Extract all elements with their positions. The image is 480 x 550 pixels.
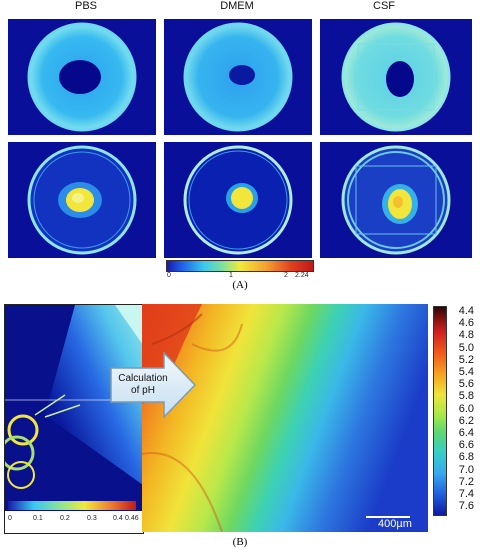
scale-bar-label: 400µm [378,518,412,530]
column-label-dmem: DMEM [220,0,254,12]
ph-scale-label: 4.8 [458,329,474,342]
inset-tick: 0.2 [60,515,70,522]
ph-scale-label: 6.2 [458,414,474,427]
ph-colorbar [433,306,447,516]
column-label-csf: CSF [373,0,395,12]
image-csf-bottom [320,142,472,258]
ph-scale-label: 5.2 [458,353,474,366]
colorbar-a-tick: 1 [229,272,233,279]
column-label-pbs: PBS [74,0,97,12]
ph-scale-label: 6.6 [458,439,474,452]
inset-tick: 0.46 [125,515,139,522]
inset-tick: 0.4 [113,515,123,522]
ph-scale-label: 5.4 [458,366,474,378]
ph-scale-label: 4.4 [458,305,474,317]
ph-scale-label: 4.6 [458,317,474,330]
inset-tick: 0 [8,515,12,522]
arrow-text-line2: of pH [131,385,155,396]
image-pbs-bottom [8,142,156,258]
ph-scale-label: 6.4 [458,427,474,439]
image-dmem-top [164,19,312,135]
ph-scale-label: 7.0 [458,463,474,476]
ph-scale-label: 6.8 [458,451,474,464]
arrow: Calculation of pH [110,351,197,419]
ph-scale-label: 5.0 [458,341,474,354]
colorbar-a-tick: 0 [167,272,171,279]
inset-image: 0 0.1 0.2 0.3 0.4 0.46 [4,304,144,534]
inset-tick: 0.3 [87,515,97,522]
figure-label-b: (B) [232,536,248,548]
arrow-text-line1: Calculation [118,373,168,384]
image-pbs-top [8,19,156,135]
colorbar-a-tick: 2.24 [295,272,309,279]
ph-map-image: 400µm [142,304,428,532]
inset-tick: 0.1 [33,515,43,522]
ph-scale-label: 5.8 [458,390,474,403]
ph-scale-label: 6.0 [458,402,474,415]
figure-label-a: (A) [232,279,248,291]
image-dmem-bottom [164,142,312,258]
colorbar-a-tick: 2 [284,272,288,279]
colorbar-a [166,260,314,272]
ph-scale-label: 7.2 [458,475,474,488]
ph-scale-label: 7.4 [458,488,474,500]
image-csf-top [320,19,472,135]
ph-scale-label: 7.6 [458,500,474,513]
ph-scale-label: 5.6 [458,378,474,391]
